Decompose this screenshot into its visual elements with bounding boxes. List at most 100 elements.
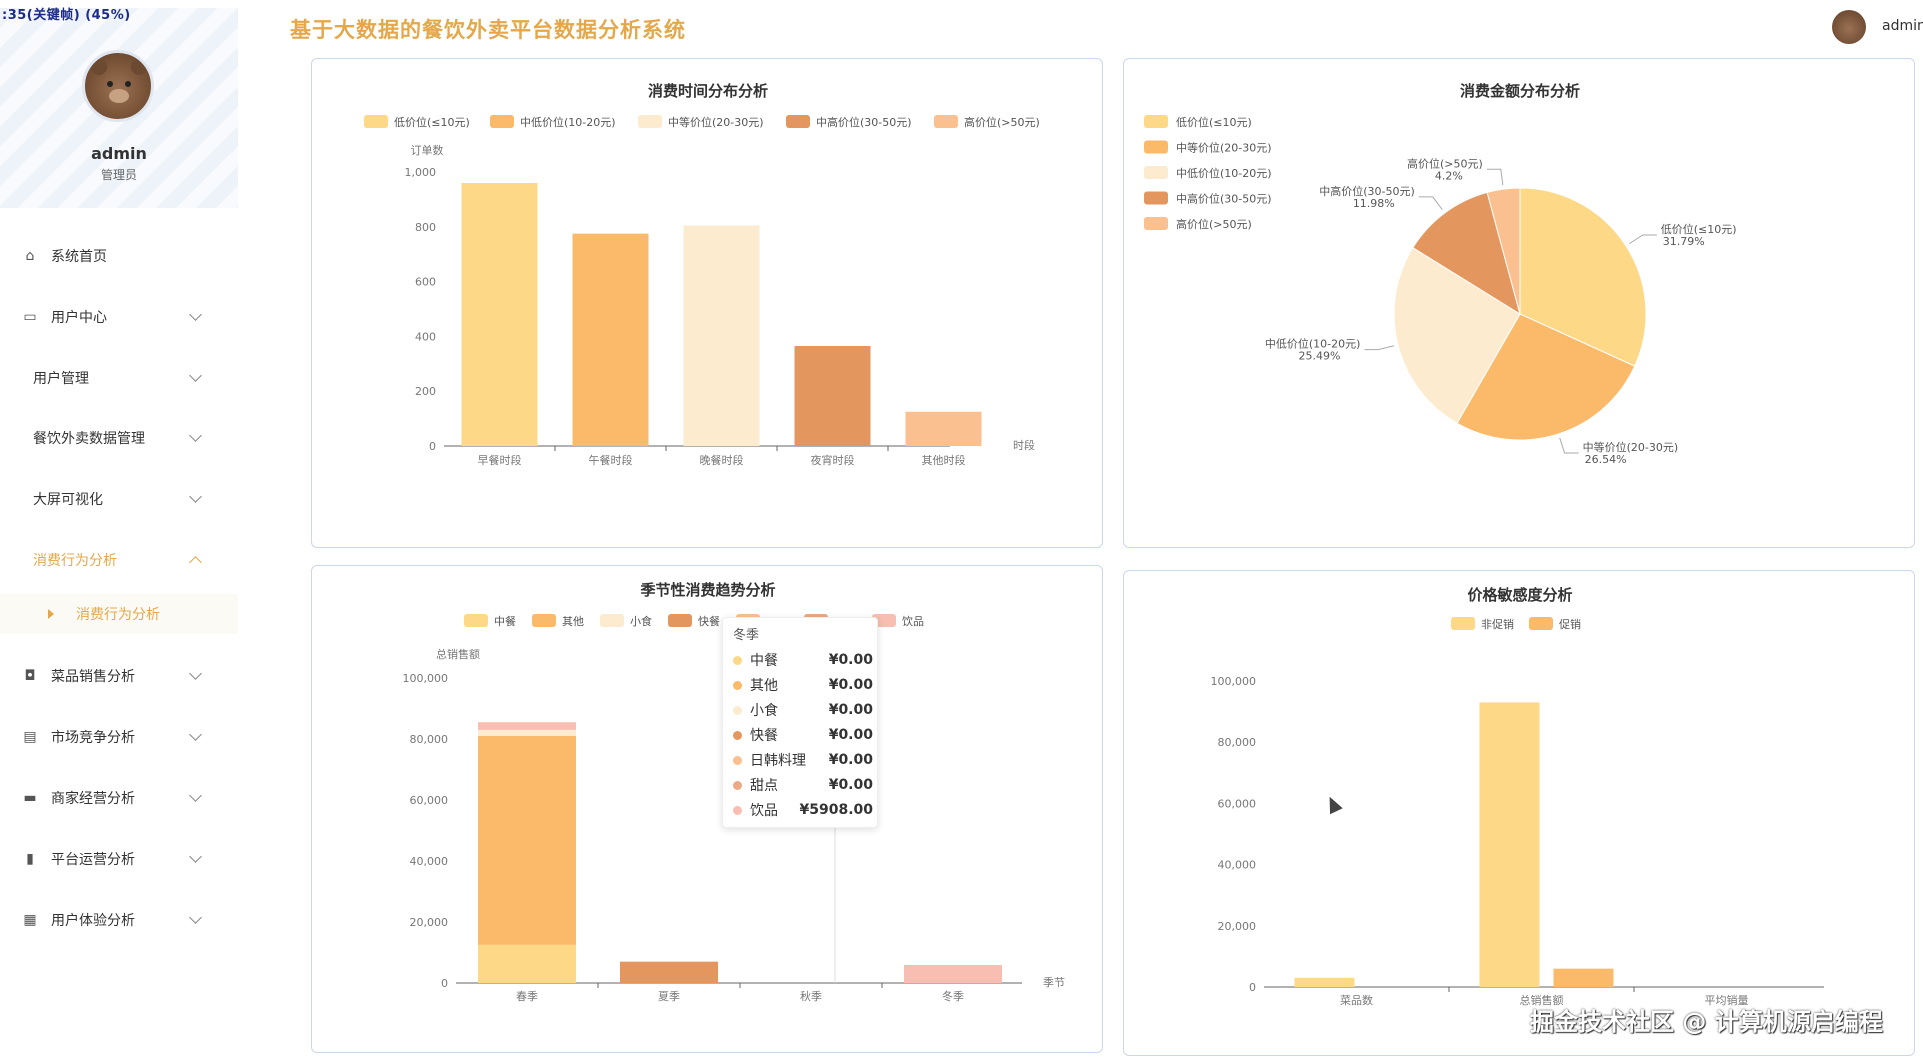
submenu-item-consumption-analysis[interactable]: 消费行为分析: [0, 594, 238, 634]
avatar[interactable]: [82, 50, 154, 122]
home-icon: ⌂: [25, 248, 35, 264]
chart-title: 季节性消费趋势分析: [640, 581, 775, 599]
sidebar-item-10[interactable]: ▦ 用户体验分析: [0, 900, 238, 940]
legend-swatch[interactable]: [532, 614, 556, 627]
sidebar-item-3[interactable]: 餐饮外卖数据管理: [0, 418, 238, 458]
legend-swatch[interactable]: [1451, 617, 1475, 630]
tooltip-series-value: ¥0.00: [828, 702, 873, 718]
panel-seasonal-trend: 季节性消费趋势分析 中餐 其他 小食 快餐 饮品 总销售额 0 20,000 40,000 60,0…: [311, 565, 1103, 1053]
pie-label-name: 中低价位(10-20元): [1265, 337, 1361, 351]
sidebar-item-4[interactable]: 大屏可视化: [0, 479, 238, 519]
tooltip-series-name: 快餐: [750, 728, 778, 744]
legend-swatch[interactable]: [364, 115, 388, 128]
stacked-bar-segment[interactable]: [478, 722, 576, 730]
pie-slice[interactable]: [1486, 187, 1521, 315]
sidebar-item-8[interactable]: ▬ 商家经营分析: [0, 778, 238, 818]
legend-swatch[interactable]: [490, 115, 514, 128]
bar[interactable]: [1294, 977, 1355, 987]
legend-swatch[interactable]: [464, 614, 488, 627]
stacked-bar-segment[interactable]: [478, 729, 576, 736]
stacked-bar-segment[interactable]: [478, 735, 576, 945]
y-tick-label: 100,000: [1211, 675, 1257, 688]
bar[interactable]: [683, 225, 760, 446]
chart-title: 价格敏感度分析: [1467, 586, 1572, 604]
pie-label-percent: 4.2%: [1435, 169, 1463, 182]
y-tick-label: 80,000: [410, 733, 449, 746]
legend-swatch[interactable]: [786, 115, 810, 128]
sidebar-item-1[interactable]: ▭ 用户中心: [0, 297, 238, 337]
sidebar-item-7[interactable]: ▤ 市场竞争分析: [0, 717, 238, 757]
legend-dot-icon: [733, 780, 742, 790]
x-axis-label: 时段: [1013, 438, 1035, 452]
legend-label: 中低价位(10-20元): [1176, 166, 1272, 180]
sidebar-item-5[interactable]: 消费行为分析: [0, 540, 238, 580]
x-axis-label: 季节: [1043, 976, 1065, 989]
sidebar-item-label: 商家经营分析: [51, 791, 135, 807]
sidebar-item-label: 平台运营分析: [51, 852, 135, 868]
legend-swatch[interactable]: [600, 614, 624, 627]
legend-swatch[interactable]: [668, 614, 692, 627]
x-tick-label: 晚餐时段: [700, 453, 744, 467]
header-avatar[interactable]: [1832, 10, 1866, 44]
stacked-bar-segment[interactable]: [620, 961, 718, 983]
header-username[interactable]: admin: [1882, 18, 1923, 34]
legend-label: 低价位(≤10元): [394, 115, 470, 129]
bar-chart-icon: ▮: [26, 851, 34, 867]
bar[interactable]: [461, 182, 538, 446]
y-tick-label: 20,000: [1218, 920, 1257, 933]
bar[interactable]: [1479, 702, 1540, 987]
chevron-down-icon: [189, 308, 202, 321]
sidebar-item-label: 大屏可视化: [33, 492, 103, 508]
legend-swatch[interactable]: [934, 115, 958, 128]
pie-label-percent: 25.49%: [1298, 350, 1340, 363]
pie-slice[interactable]: [1456, 313, 1636, 441]
sidebar-item-0[interactable]: ⌂ 系统首页: [0, 236, 238, 276]
sidebar-item-label: 用户管理: [33, 371, 89, 387]
bar[interactable]: [794, 345, 871, 446]
sidebar-item-label: 用户体验分析: [51, 913, 135, 929]
pie-label-name: 中等价位(20-30元): [1583, 440, 1679, 454]
x-tick-label: 夏季: [658, 990, 680, 1003]
legend-swatch[interactable]: [1144, 217, 1168, 230]
legend-swatch[interactable]: [872, 614, 896, 627]
x-tick-label: 秋季: [800, 989, 822, 1003]
stacked-bar-segment[interactable]: [478, 944, 576, 983]
legend-label: 中高价位(30-50元): [1176, 192, 1272, 206]
chevron-down-icon: [189, 911, 202, 924]
sidebar-item-9[interactable]: ▮ 平台运营分析: [0, 839, 238, 879]
tooltip-title: 冬季: [733, 628, 760, 643]
legend-swatch[interactable]: [1144, 191, 1168, 205]
panel-time-distribution: 消费时间分布分析 低价位(≤10元) 中低价位(10-20元) 中等价位(20-30元…: [311, 58, 1103, 548]
tooltip-row: 中餐 ¥0.00: [733, 648, 873, 672]
legend-swatch[interactable]: [1144, 166, 1168, 179]
bar[interactable]: [1553, 968, 1614, 987]
y-tick-label: 1,000: [405, 166, 437, 179]
legend-swatch[interactable]: [1144, 115, 1168, 128]
sidebar-item-6[interactable]: ◘ 菜品销售分析: [0, 656, 238, 696]
tooltip-row: 小食 ¥0.00: [733, 698, 873, 722]
pie-slice[interactable]: [1412, 191, 1521, 316]
x-tick-label: 夜宵时段: [811, 453, 855, 467]
pie-label-percent: 26.54%: [1585, 453, 1627, 466]
bar[interactable]: [905, 411, 982, 446]
sidebar-item-2[interactable]: 用户管理: [0, 358, 238, 398]
sidebar-item-label: 系统首页: [51, 249, 107, 265]
legend-label: 中低价位(10-20元): [520, 115, 616, 129]
tooltip-row: 日韩料理 ¥0.00: [733, 748, 873, 772]
pie-slice[interactable]: [1393, 247, 1521, 424]
legend-label: 小食: [630, 614, 652, 628]
grid-icon: ▦: [23, 912, 37, 928]
legend-swatch[interactable]: [638, 115, 662, 128]
legend-swatch[interactable]: [1529, 617, 1553, 630]
legend-dot-icon: [733, 730, 742, 740]
bar[interactable]: [572, 233, 649, 446]
pie-slice[interactable]: [1519, 187, 1647, 367]
tooltip-series-name: 中餐: [750, 653, 778, 669]
legend-swatch[interactable]: [1144, 140, 1168, 154]
tooltip-series-value: ¥0.00: [828, 652, 873, 668]
stacked-bar-segment[interactable]: [904, 964, 1002, 983]
